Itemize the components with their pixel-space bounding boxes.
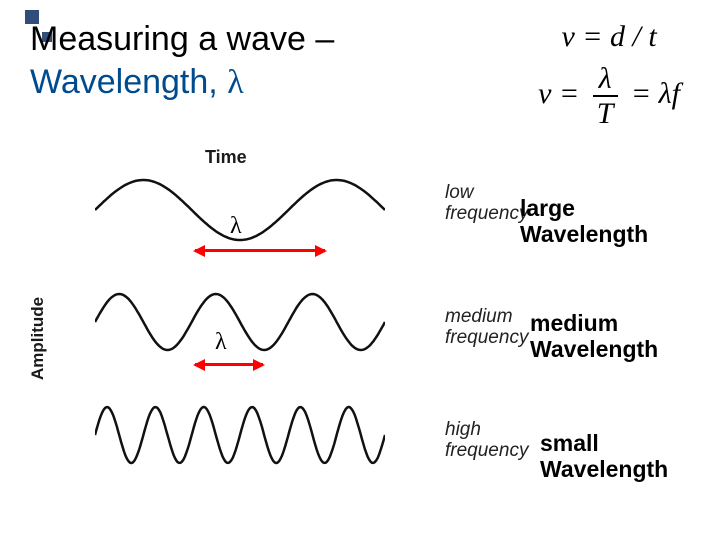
- wavelength-arrow-0: [195, 249, 325, 252]
- amplitude-axis-label: Amplitude: [28, 297, 48, 380]
- frequency-label-2: highfrequency: [445, 420, 528, 462]
- wavelength-label-2: smallWavelength: [540, 430, 668, 483]
- title-line1: Measuring a wave –: [30, 18, 334, 61]
- frequency-label-1: mediumfrequency: [445, 307, 528, 349]
- eq2-den: T: [591, 97, 620, 130]
- wave-diagram: Time Amplitude lowfrequencyλmediumfreque…: [40, 165, 500, 515]
- eq2-lhs: v =: [538, 77, 579, 110]
- frequency-label-0: lowfrequency: [445, 183, 528, 225]
- equation-1: v = d / t: [538, 20, 680, 54]
- title-line2-lambda: λ: [227, 64, 244, 101]
- wave-row-1: mediumfrequencyλ: [95, 277, 385, 367]
- equation-2: v = λ T = λf: [538, 62, 680, 130]
- title-line2-text: Wavelength,: [30, 63, 227, 101]
- wavelength-label-1: mediumWavelength: [530, 310, 658, 363]
- wave-row-0: lowfrequencyλ: [95, 165, 385, 255]
- wave-curve-1: [95, 277, 385, 367]
- eq2-num: λ: [593, 62, 618, 97]
- wavelength-label-0: largeWavelength: [520, 195, 648, 248]
- eq2-fraction: λ T: [591, 62, 620, 130]
- equations-block: v = d / t v = λ T = λf: [538, 20, 680, 130]
- wave-row-2: highfrequency: [95, 390, 385, 480]
- eq2-rhs: = λf: [631, 77, 680, 110]
- lambda-symbol-0: λ: [230, 213, 242, 240]
- wavelength-arrow-1: [195, 363, 263, 366]
- slide-title: Measuring a wave – Wavelength, λ: [30, 18, 334, 104]
- wave-curve-0: [95, 165, 385, 255]
- wave-curve-2: [95, 390, 385, 480]
- lambda-symbol-1: λ: [215, 329, 227, 356]
